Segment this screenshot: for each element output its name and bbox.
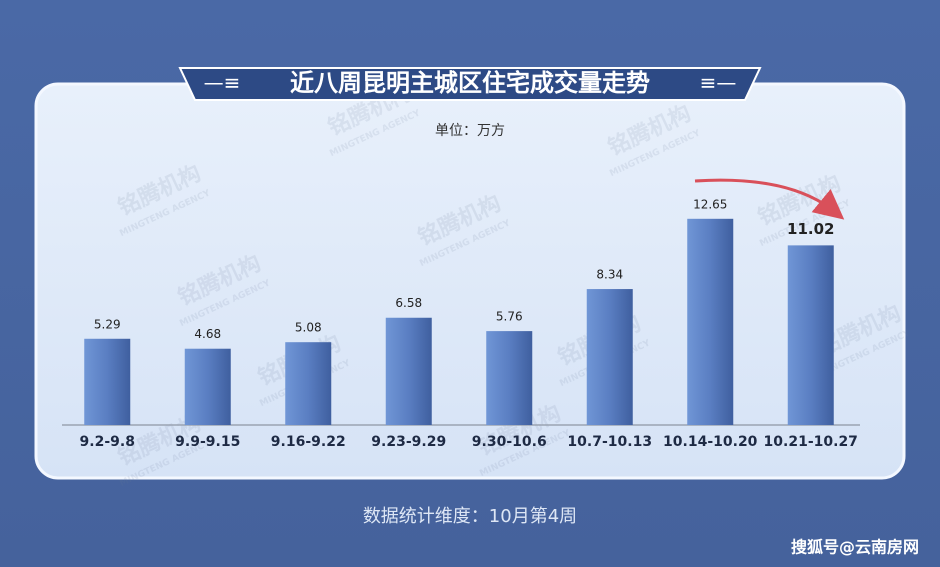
value-label: 5.76: [496, 310, 523, 324]
x-tick-label: 9.9-9.15: [175, 434, 240, 450]
bar: [486, 331, 533, 425]
x-tick-label: 9.23-9.29: [371, 434, 446, 450]
value-label: 4.68: [194, 327, 221, 341]
trend-arrow: [694, 178, 845, 220]
value-label: 5.08: [295, 321, 322, 335]
title-deco: —≡: [204, 71, 241, 95]
watermark: 搜狐号@云南房网: [791, 538, 919, 557]
bar: [586, 289, 633, 425]
x-tick-label: 10.21-10.27: [764, 434, 858, 450]
title-deco: ≡—: [700, 71, 737, 95]
x-tick-label: 9.16-9.22: [271, 434, 346, 450]
unit-label: 单位：万方: [435, 123, 505, 139]
bar: [184, 348, 231, 425]
bar: [687, 218, 734, 425]
bar: [84, 338, 131, 425]
value-label: 11.02: [787, 220, 834, 238]
value-label: 12.65: [693, 197, 727, 211]
value-label: 6.58: [395, 296, 422, 310]
footer: 数据统计维度：10月第4周: [363, 506, 577, 527]
chart-title: 近八周昆明主城区住宅成交量走势: [290, 69, 650, 97]
value-label: 8.34: [596, 268, 623, 282]
x-tick-label: 10.14-10.20: [663, 434, 758, 450]
title-banner: [178, 67, 762, 101]
bar: [285, 342, 332, 425]
x-tick-label: 9.30-10.6: [472, 434, 547, 450]
value-label: 5.29: [94, 317, 121, 331]
x-tick-label: 9.2-9.8: [80, 434, 135, 450]
bar: [787, 245, 834, 425]
panel: [34, 82, 906, 480]
x-tick-label: 10.7-10.13: [567, 434, 652, 450]
bar: [385, 317, 432, 425]
